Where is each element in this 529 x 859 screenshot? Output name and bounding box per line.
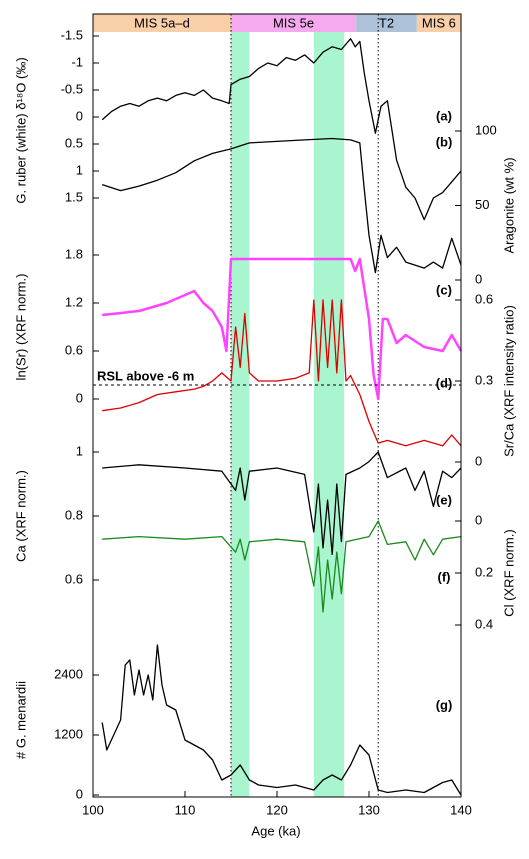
y-tick-label: 0.2 (475, 564, 493, 579)
stage-band (231, 14, 357, 32)
data-line (102, 299, 462, 447)
panel-label: (a) (436, 108, 452, 123)
y-axis-title: Cl (XRF norm.) (501, 529, 516, 616)
shaded-interval (231, 32, 250, 797)
y-tick-label: 0.6 (65, 571, 83, 586)
x-tick-label: 140 (450, 802, 472, 817)
panel-label: (c) (436, 282, 452, 297)
y-tick-label: 0 (76, 786, 83, 801)
y-axis-title: # G. menardii (13, 681, 28, 759)
data-line (101, 137, 462, 274)
y-axis-title: Ca (XRF norm.) (13, 470, 28, 562)
y-tick-label: 50 (475, 197, 489, 212)
y-tick-label: 0 (76, 390, 83, 405)
data-line (102, 520, 462, 613)
rsl-label: RSL above -6 m (97, 368, 194, 383)
data-line (101, 644, 462, 796)
y-tick-label: -1 (71, 54, 83, 69)
x-tick-label: 130 (358, 802, 380, 817)
panel-label: (d) (436, 375, 453, 390)
y-tick-label: 1.2 (65, 294, 83, 309)
y-tick-label: 0.8 (65, 507, 83, 522)
y-tick-label: 0.3 (475, 372, 493, 387)
y-tick-label: 0.6 (65, 342, 83, 357)
y-tick-label: 2400 (54, 666, 83, 681)
panel-label: (b) (436, 134, 453, 149)
y-tick-label: 0.5 (65, 135, 83, 150)
y-tick-label: -1.5 (61, 27, 83, 42)
y-tick-label: 0 (475, 512, 482, 527)
stage-band (93, 14, 231, 32)
stage-label: T2 (379, 15, 394, 30)
y-axis-title: Sr/Ca (XRF intensity ratio) (501, 305, 516, 457)
plot-frame (92, 13, 462, 798)
x-axis-title: Age (ka) (251, 823, 300, 838)
y-tick-label: 0.6 (475, 291, 493, 306)
y-tick-label: 1 (76, 162, 83, 177)
stage-label: MIS 6 (422, 15, 456, 30)
y-tick-label: 0 (475, 453, 482, 468)
shaded-interval (313, 32, 345, 797)
stage-label: MIS 5a–d (134, 15, 190, 30)
y-tick-label: 1200 (54, 726, 83, 741)
y-axis-title: G. ruber (white) δ¹⁸O (‰) (13, 57, 28, 203)
data-line (102, 257, 463, 401)
stage-band (356, 14, 417, 32)
y-tick-label: 1.5 (65, 189, 83, 204)
y-axis-title: Aragonite (wt %) (501, 157, 516, 253)
panel-label: (e) (436, 492, 452, 507)
data-line (101, 38, 462, 221)
y-tick-label: -0.5 (61, 81, 83, 96)
y-tick-label: 1.8 (65, 246, 83, 261)
x-tick-label: 120 (266, 802, 288, 817)
data-line (102, 451, 462, 556)
stage-band (416, 14, 461, 32)
x-tick-label: 100 (82, 802, 104, 817)
y-tick-label: 1 (76, 443, 83, 458)
y-tick-label: 0 (76, 108, 83, 123)
panel-label: (g) (436, 697, 453, 712)
x-tick-label: 110 (175, 802, 196, 817)
y-tick-label: 100 (475, 122, 497, 137)
y-axis-title: ln(Sr) (XRF norm.) (13, 274, 28, 381)
stage-label: MIS 5e (273, 15, 314, 30)
y-tick-label: 0 (475, 271, 482, 286)
panel-label: (f) (438, 569, 451, 584)
y-tick-label: 0.4 (475, 616, 493, 631)
